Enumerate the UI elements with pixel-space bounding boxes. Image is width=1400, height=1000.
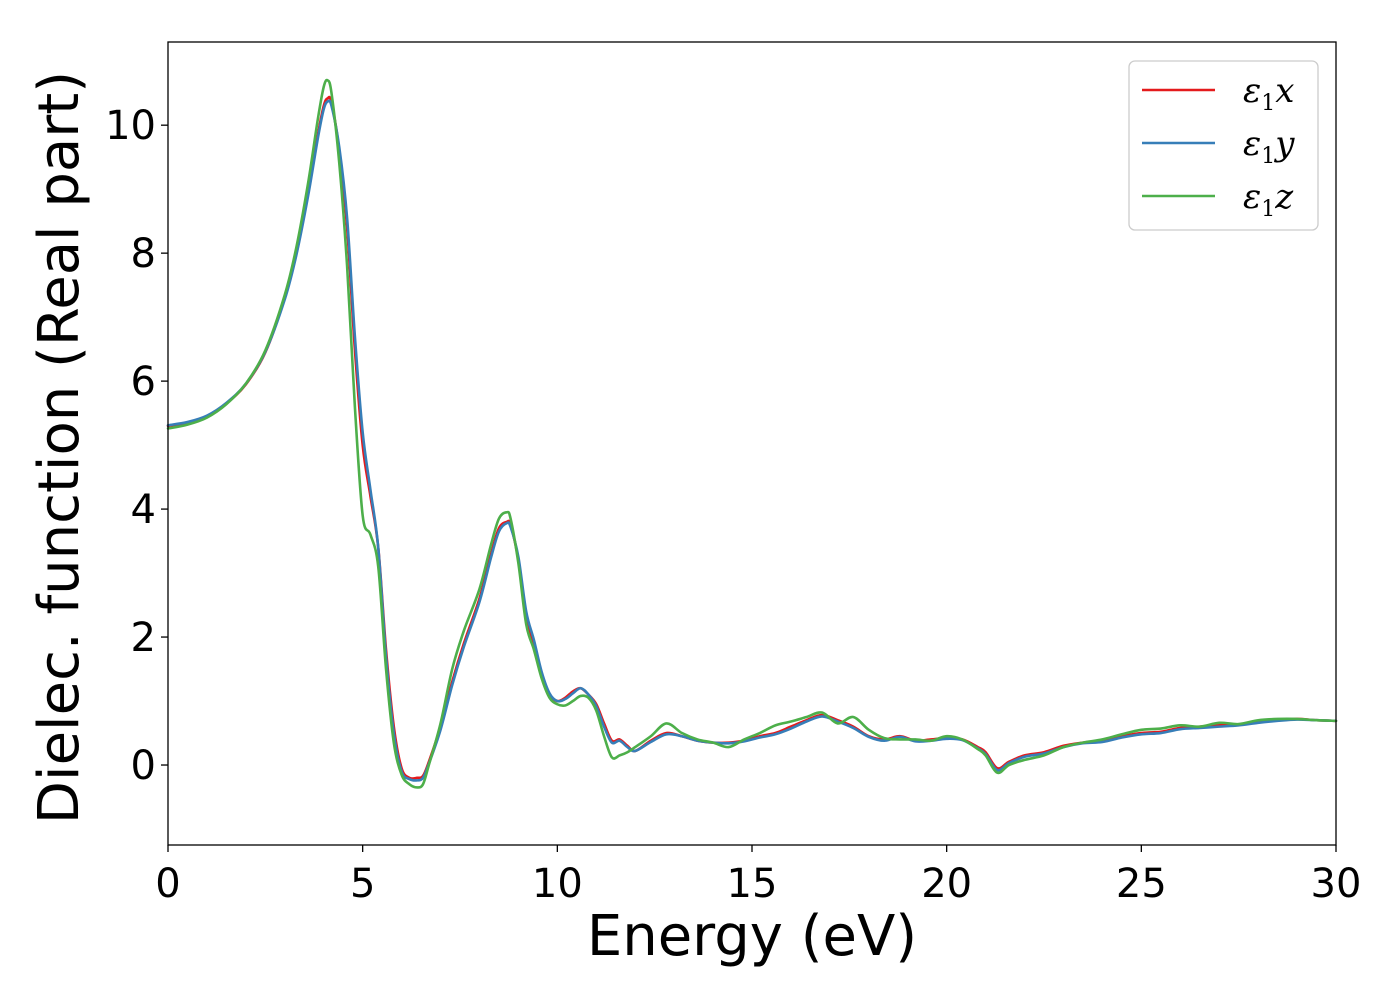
x-tick-label: 5 [350, 861, 375, 907]
x-axis-title: Energy (eV) [587, 904, 917, 969]
legend-label-variable: z [1274, 177, 1294, 217]
series-line-z [166, 78, 1338, 789]
legend-box [1128, 60, 1319, 231]
x-tick-label: 30 [1311, 861, 1362, 907]
y-tick-label: 6 [131, 359, 156, 405]
y-axis-ticks: 0 2 4 6 8 10 [105, 103, 168, 789]
legend-label-base: ε [1243, 124, 1261, 164]
series-layer [166, 78, 1338, 789]
x-tick-label: 25 [1116, 861, 1167, 907]
series-line-y [166, 99, 1338, 782]
legend-label-subscript: 1 [1261, 197, 1275, 222]
legend-label-variable: y [1273, 124, 1295, 164]
x-tick-label: 20 [921, 861, 972, 907]
legend-label-base: ε [1243, 177, 1261, 217]
legend-label-subscript: 1 [1261, 91, 1275, 116]
y-tick-label: 10 [105, 103, 156, 149]
y-tick-label: 8 [131, 231, 156, 277]
x-tick-label: 10 [532, 861, 583, 907]
y-tick-label: 2 [131, 615, 156, 661]
legend-label: ε1z [1243, 177, 1294, 222]
x-tick-label: 15 [727, 861, 778, 907]
x-axis-ticks: 0 5 10 15 20 25 30 [155, 845, 1361, 907]
legend-label: ε1y [1243, 124, 1295, 169]
legend-label-variable: x [1275, 71, 1294, 111]
legend-label-base: ε [1243, 71, 1261, 111]
y-axis-title: Dielec. function (Real part) [27, 71, 92, 824]
y-tick-label: 0 [131, 743, 156, 789]
legend-label: ε1x [1243, 71, 1294, 116]
y-tick-label: 4 [131, 487, 156, 533]
x-tick-label: 0 [155, 861, 180, 907]
legend-label-subscript: 1 [1261, 144, 1275, 169]
